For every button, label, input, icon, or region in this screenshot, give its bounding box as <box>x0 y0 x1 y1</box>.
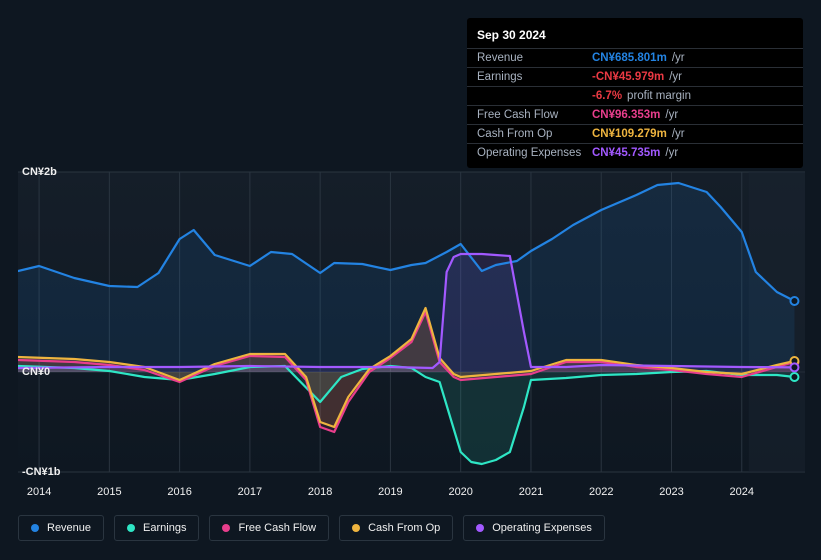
y-tick-label: -CN¥1b <box>22 466 61 478</box>
x-tick-label: 2019 <box>378 486 402 498</box>
tooltip-row-suffix: /yr <box>669 71 682 83</box>
legend-label: Cash From Op <box>368 522 440 534</box>
chart-legend: Revenue Earnings Free Cash Flow Cash From O… <box>18 515 605 541</box>
legend-dot-icon <box>31 524 39 532</box>
x-tick-label: 2018 <box>308 486 332 498</box>
legend-label: Revenue <box>47 522 91 534</box>
legend-item-free-cash-flow[interactable]: Free Cash Flow <box>209 515 329 541</box>
tooltip-row: Earnings-CN¥45.979m/yr <box>467 68 803 87</box>
legend-dot-icon <box>127 524 135 532</box>
x-tick-label: 2023 <box>659 486 683 498</box>
tooltip-row-value: CN¥96.353m <box>592 109 660 121</box>
tooltip-row: Free Cash FlowCN¥96.353m/yr <box>467 106 803 125</box>
x-tick-label: 2014 <box>27 486 51 498</box>
tooltip-row: Cash From OpCN¥109.279m/yr <box>467 125 803 144</box>
tooltip-row-value: CN¥685.801m <box>592 52 667 64</box>
tooltip-row-suffix: /yr <box>672 52 685 64</box>
tooltip-row-suffix: /yr <box>665 109 678 121</box>
tooltip-row: RevenueCN¥685.801m/yr <box>467 49 803 68</box>
tooltip-row-label: Operating Expenses <box>477 147 592 159</box>
tooltip-row-label: Earnings <box>477 71 592 83</box>
legend-item-cash-from-op[interactable]: Cash From Op <box>339 515 453 541</box>
legend-dot-icon <box>476 524 484 532</box>
tooltip-row-label: Free Cash Flow <box>477 109 592 121</box>
x-tick-label: 2017 <box>238 486 262 498</box>
legend-label: Earnings <box>143 522 186 534</box>
tooltip-row-suffix: /yr <box>665 147 678 159</box>
legend-label: Free Cash Flow <box>238 522 316 534</box>
tooltip-row-value: CN¥109.279m <box>592 128 667 140</box>
tooltip-row-suffix: profit margin <box>627 90 691 102</box>
y-tick-label: CN¥2b <box>22 166 57 178</box>
tooltip-row: Operating ExpensesCN¥45.735m/yr <box>467 144 803 162</box>
tooltip-row: -6.7% profit margin <box>467 87 803 106</box>
x-tick-label: 2021 <box>519 486 543 498</box>
legend-item-revenue[interactable]: Revenue <box>18 515 104 541</box>
y-tick-label: CN¥0 <box>22 366 50 378</box>
tooltip-row-value: -6.7% <box>592 90 622 102</box>
data-tooltip: Sep 30 2024 RevenueCN¥685.801m/yrEarning… <box>467 18 803 168</box>
x-tick-label: 2020 <box>448 486 472 498</box>
x-tick-label: 2016 <box>167 486 191 498</box>
tooltip-row-suffix: /yr <box>672 128 685 140</box>
x-tick-label: 2022 <box>589 486 613 498</box>
legend-item-earnings[interactable]: Earnings <box>114 515 199 541</box>
legend-item-operating-expenses[interactable]: Operating Expenses <box>463 515 605 541</box>
legend-dot-icon <box>222 524 230 532</box>
tooltip-row-label: Cash From Op <box>477 128 592 140</box>
tooltip-date: Sep 30 2024 <box>467 24 803 49</box>
legend-dot-icon <box>352 524 360 532</box>
x-tick-label: 2024 <box>730 486 754 498</box>
x-tick-label: 2015 <box>97 486 121 498</box>
tooltip-row-value: -CN¥45.979m <box>592 71 664 83</box>
tooltip-row-value: CN¥45.735m <box>592 147 660 159</box>
legend-label: Operating Expenses <box>492 522 592 534</box>
tooltip-row-label: Revenue <box>477 52 592 64</box>
x-axis-labels: 2014 2015 2016 2017 2018 2019 2020 2021 2022 2023… <box>18 480 805 500</box>
